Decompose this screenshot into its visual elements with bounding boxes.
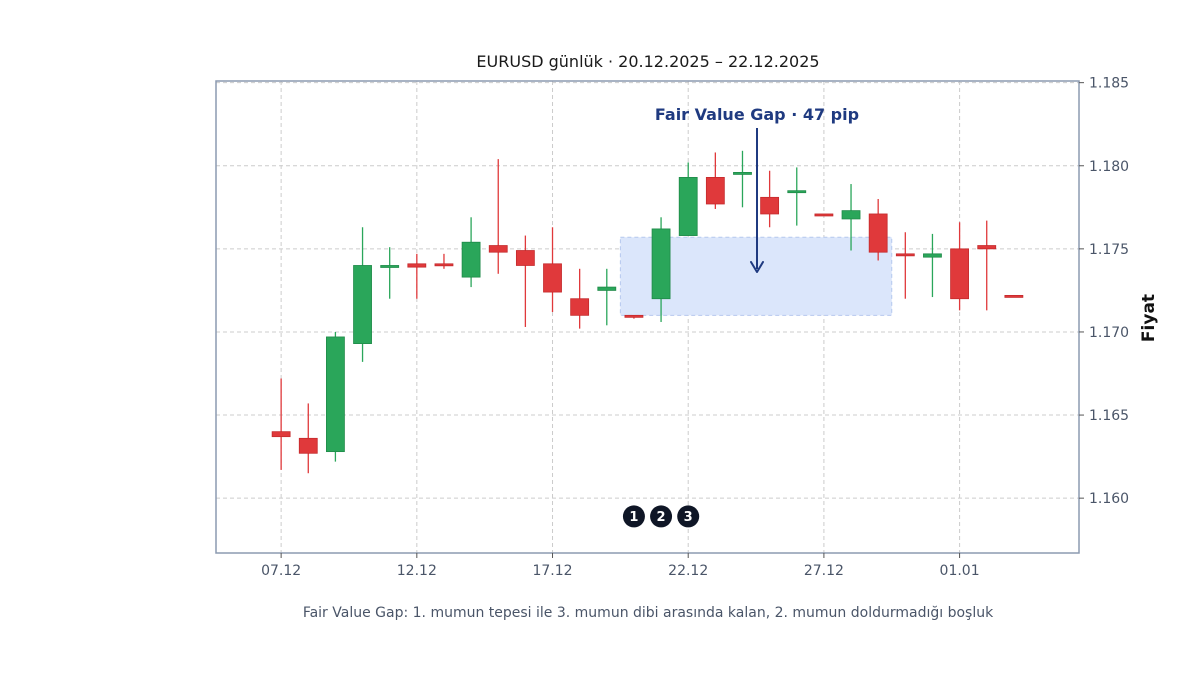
candle bbox=[814, 213, 834, 217]
candle-body bbox=[895, 253, 915, 257]
candle bbox=[678, 162, 698, 236]
fvg-arrow-head bbox=[750, 261, 764, 273]
candle bbox=[841, 184, 861, 251]
x-axis: 07.12 12.12 17.12 22.12 27.12 01.01 bbox=[261, 553, 980, 579]
candle bbox=[787, 167, 807, 226]
candle bbox=[651, 217, 671, 322]
x-tick-label: 27.12 bbox=[804, 563, 844, 579]
y-tick-label: 1.175 bbox=[1089, 242, 1129, 258]
y-tick-label: 1.160 bbox=[1089, 491, 1129, 507]
chart-caption: Fair Value Gap: 1. mumun tepesi ile 3. m… bbox=[303, 605, 994, 621]
candle bbox=[515, 235, 535, 327]
candle-body bbox=[326, 336, 345, 453]
candle-markers: 1 2 3 bbox=[622, 505, 700, 528]
x-tick-label: 12.12 bbox=[397, 563, 437, 579]
grid-lines bbox=[216, 81, 1079, 553]
candle-body bbox=[868, 213, 888, 253]
candle-body bbox=[461, 241, 481, 278]
candle-body bbox=[488, 245, 508, 253]
candle-body bbox=[570, 298, 590, 316]
candle bbox=[298, 403, 318, 474]
x-tick-label: 22.12 bbox=[668, 563, 708, 579]
candle-body bbox=[733, 172, 752, 175]
candle bbox=[733, 150, 752, 208]
candle-body bbox=[597, 286, 617, 291]
x-tick-label: 07.12 bbox=[261, 563, 301, 579]
candle-body bbox=[298, 437, 318, 454]
candle-marker: 3 bbox=[677, 505, 700, 528]
candle-body bbox=[950, 248, 969, 300]
candle-body bbox=[353, 265, 372, 344]
x-tick-label: 01.01 bbox=[940, 563, 980, 579]
chart-title: EURUSD günlük · 20.12.2025 – 22.12.2025 bbox=[476, 52, 819, 71]
candle-body bbox=[407, 263, 427, 268]
candles bbox=[271, 150, 1024, 474]
candle bbox=[353, 227, 372, 362]
candle-marker-badge bbox=[650, 505, 673, 528]
y-tick-label: 1.170 bbox=[1089, 325, 1129, 341]
candle bbox=[868, 199, 888, 261]
y-axis-label: Fiyat bbox=[1139, 294, 1159, 342]
candle bbox=[895, 232, 915, 299]
y-tick-label: 1.185 bbox=[1089, 76, 1129, 92]
candle-body bbox=[543, 263, 562, 293]
candle-body bbox=[1004, 294, 1024, 298]
candle-body bbox=[814, 213, 834, 217]
candle-marker: 1 bbox=[622, 505, 645, 528]
candle-body bbox=[760, 196, 780, 215]
candle bbox=[760, 170, 780, 228]
candle bbox=[1004, 294, 1024, 298]
candle bbox=[597, 268, 617, 326]
candle bbox=[624, 314, 644, 319]
candle bbox=[380, 247, 400, 299]
candle-body bbox=[977, 245, 997, 250]
candle bbox=[705, 152, 725, 209]
candle-marker-number: 1 bbox=[629, 510, 638, 525]
candle bbox=[407, 253, 427, 299]
candle-body bbox=[624, 314, 644, 318]
candle-body bbox=[923, 253, 942, 258]
candle-marker: 2 bbox=[650, 505, 673, 528]
candle bbox=[543, 227, 562, 313]
plot-frame bbox=[215, 80, 1080, 554]
candle-body bbox=[271, 431, 291, 438]
candle bbox=[271, 378, 291, 470]
y-tick-label: 1.165 bbox=[1089, 408, 1129, 424]
candle-marker-badge bbox=[677, 505, 700, 528]
fvg-annotation: Fair Value Gap · 47 pip bbox=[655, 105, 859, 273]
candle bbox=[977, 220, 997, 311]
candle-body bbox=[380, 265, 400, 268]
candle-body bbox=[841, 210, 861, 220]
candle-body bbox=[651, 228, 671, 300]
candle bbox=[461, 217, 481, 288]
fvg-label: Fair Value Gap · 47 pip bbox=[655, 105, 859, 124]
y-tick-label: 1.180 bbox=[1089, 159, 1129, 175]
candle-marker-badge bbox=[622, 505, 645, 528]
candle-body bbox=[434, 263, 454, 267]
candle-body bbox=[678, 176, 698, 236]
candle bbox=[434, 253, 454, 269]
x-tick-label: 17.12 bbox=[532, 563, 572, 579]
candle-marker-number: 2 bbox=[657, 510, 666, 525]
candle-marker-number: 3 bbox=[684, 510, 693, 525]
y-axis: 1.160 1.165 1.170 1.175 1.180 1.185 bbox=[1079, 76, 1129, 507]
candle bbox=[570, 268, 590, 329]
candle-body bbox=[705, 176, 725, 205]
candle-body bbox=[787, 190, 807, 194]
candle bbox=[923, 233, 942, 298]
candle bbox=[488, 159, 508, 274]
candle bbox=[326, 331, 345, 462]
candle bbox=[950, 222, 969, 311]
candle-body bbox=[515, 250, 535, 266]
